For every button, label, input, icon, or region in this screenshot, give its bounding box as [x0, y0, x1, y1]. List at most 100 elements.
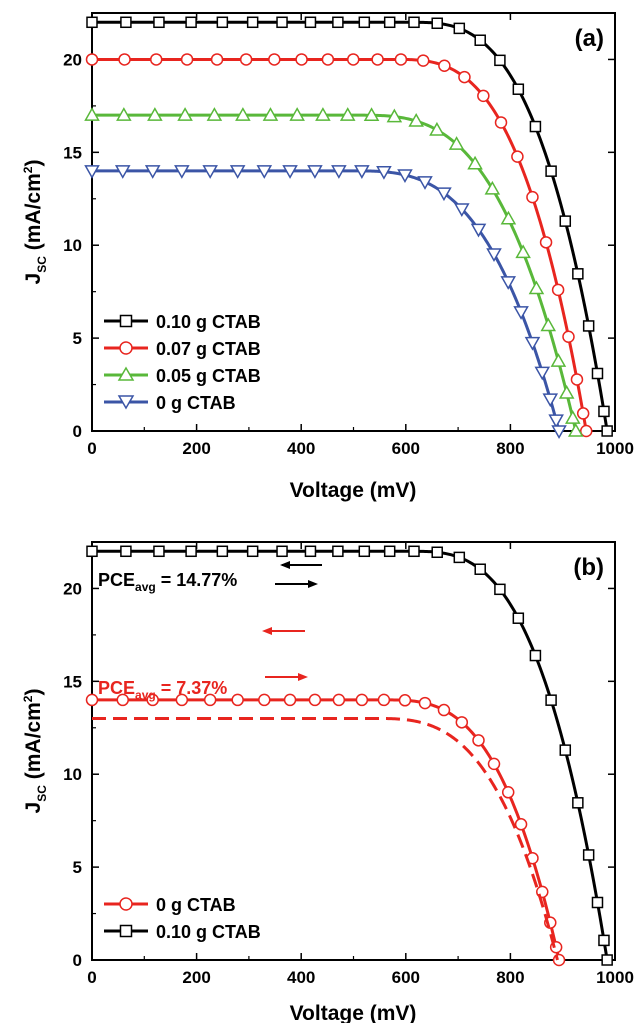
data-point-a-3-0 — [84, 165, 100, 179]
data-point-a-1-1 — [118, 53, 131, 66]
data-point-a-0-7 — [304, 16, 317, 29]
data-point-a-3-1 — [114, 165, 131, 179]
data-point-a-2-21 — [550, 353, 567, 367]
data-point-b-0-13 — [418, 696, 432, 710]
data-point-a-1-6 — [268, 53, 281, 66]
data-point-b-2-2 — [153, 545, 165, 558]
data-point-a-0-24 — [601, 425, 613, 437]
series-line-b-0 — [92, 698, 561, 961]
data-point-a-1-22 — [570, 373, 584, 386]
x-axis-title-b: Voltage (mV) — [290, 1002, 417, 1023]
data-point-b-2-11 — [408, 545, 420, 558]
legend-label-b-0: 0 g CTAB — [156, 895, 236, 915]
data-point-b-0-4 — [203, 693, 217, 707]
data-point-b-2-6 — [276, 545, 288, 558]
series-line-b-1 — [92, 716, 559, 961]
data-point-b-0-10 — [355, 693, 369, 707]
data-point-a-2-17 — [500, 210, 517, 225]
data-point-a-1-7 — [295, 53, 308, 66]
data-point-b-0-5 — [231, 693, 244, 707]
x-axis-title-a: Voltage (mV) — [290, 479, 417, 502]
series-markers-b-2 — [86, 545, 613, 966]
data-point-a-1-13 — [438, 59, 451, 72]
arrow-left-black — [280, 561, 322, 569]
data-point-b-0-2 — [146, 693, 159, 707]
data-point-a-3-23 — [548, 414, 564, 429]
data-point-a-1-0 — [85, 53, 99, 66]
data-point-a-1-23 — [576, 407, 590, 420]
data-point-a-3-14 — [436, 187, 452, 202]
legend-marker-a-3 — [117, 395, 135, 410]
data-point-a-1-19 — [539, 236, 553, 249]
data-point-a-2-0 — [84, 107, 100, 121]
data-point-a-3-6 — [256, 165, 273, 179]
data-point-a-1-3 — [180, 53, 194, 66]
data-point-a-0-12 — [431, 17, 443, 30]
data-point-b-0-17 — [487, 757, 501, 771]
y-tick-label-b-1: 5 — [73, 858, 82, 877]
data-point-b-0-11 — [377, 693, 391, 707]
data-point-b-2-3 — [185, 545, 197, 558]
data-point-a-2-1 — [116, 107, 132, 121]
y-axis-title-a: JSC (mA/cm2) — [21, 160, 49, 285]
data-point-a-2-3 — [177, 107, 193, 121]
data-point-a-3-24 — [551, 425, 567, 440]
data-point-a-1-20 — [551, 283, 565, 297]
data-point-a-0-22 — [591, 367, 604, 380]
panel-a: 0 200 400 600 800 1000 0 5 10 15 20 (a) Voltage (m… — [21, 12, 634, 502]
y-tick-label-b-2: 10 — [63, 765, 82, 784]
series-a — [84, 16, 613, 440]
data-point-b-0-9 — [332, 693, 346, 707]
arrow-right-black — [275, 580, 318, 588]
data-point-a-0-4 — [216, 16, 229, 29]
data-point-a-1-10 — [371, 53, 384, 66]
data-point-a-2-11 — [386, 108, 403, 123]
data-point-b-0-15 — [455, 716, 469, 729]
data-point-a-2-20 — [540, 317, 557, 332]
legend-marker-a-0 — [119, 314, 133, 328]
data-point-b-2-19 — [559, 744, 572, 756]
data-point-a-2-13 — [429, 121, 445, 136]
data-point-b-2-9 — [358, 545, 371, 558]
data-point-a-3-21 — [534, 366, 551, 381]
x-tick-label-a-3: 600 — [392, 439, 420, 458]
data-point-a-0-14 — [474, 34, 486, 46]
legend-entry-b-1: 0.10 g CTAB — [104, 922, 261, 942]
data-point-a-1-14 — [458, 70, 471, 84]
legend-b: 0 g CTAB 0.10 g CTAB — [104, 895, 261, 942]
data-point-a-3-19 — [513, 306, 529, 320]
series-markers-a-2 — [84, 107, 584, 437]
x-tick-label-b-0: 0 — [87, 968, 96, 987]
y-tick-label-a-0: 0 — [73, 422, 82, 441]
x-tick-label-b-4: 800 — [496, 968, 524, 987]
data-point-a-1-11 — [394, 53, 408, 66]
data-point-a-3-12 — [397, 169, 413, 184]
data-point-a-2-24 — [567, 422, 584, 437]
data-point-a-3-3 — [174, 165, 190, 179]
data-point-a-0-17 — [529, 120, 542, 133]
data-point-b-2-5 — [246, 545, 259, 558]
legend-marker-b-0 — [119, 897, 133, 911]
data-point-a-1-12 — [416, 54, 430, 67]
data-point-a-0-9 — [358, 16, 371, 29]
legend-label-a-2: 0.05 g CTAB — [156, 366, 261, 386]
y-tick-label-a-4: 20 — [63, 50, 82, 69]
data-point-b-0-0 — [85, 693, 99, 707]
data-point-a-0-16 — [512, 83, 525, 95]
data-point-b-2-0 — [86, 545, 98, 558]
data-point-a-3-9 — [331, 165, 347, 179]
data-point-b-0-12 — [398, 694, 412, 707]
data-point-b-2-7 — [304, 545, 317, 558]
pce-annotation-0: PCEavg = 7.37% — [98, 678, 227, 702]
data-point-a-3-7 — [282, 165, 298, 179]
x-tick-label-b-5: 1000 — [596, 968, 634, 987]
x-tick-label-a-0: 0 — [87, 439, 96, 458]
data-point-b-2-10 — [383, 545, 396, 558]
data-point-a-0-6 — [276, 16, 288, 29]
data-point-a-2-4 — [206, 107, 223, 121]
data-point-a-2-22 — [558, 384, 575, 399]
data-point-b-0-14 — [437, 703, 451, 717]
x-tick-label-a-5: 1000 — [596, 439, 634, 458]
data-point-a-2-18 — [515, 244, 531, 259]
data-point-a-0-20 — [572, 268, 584, 280]
